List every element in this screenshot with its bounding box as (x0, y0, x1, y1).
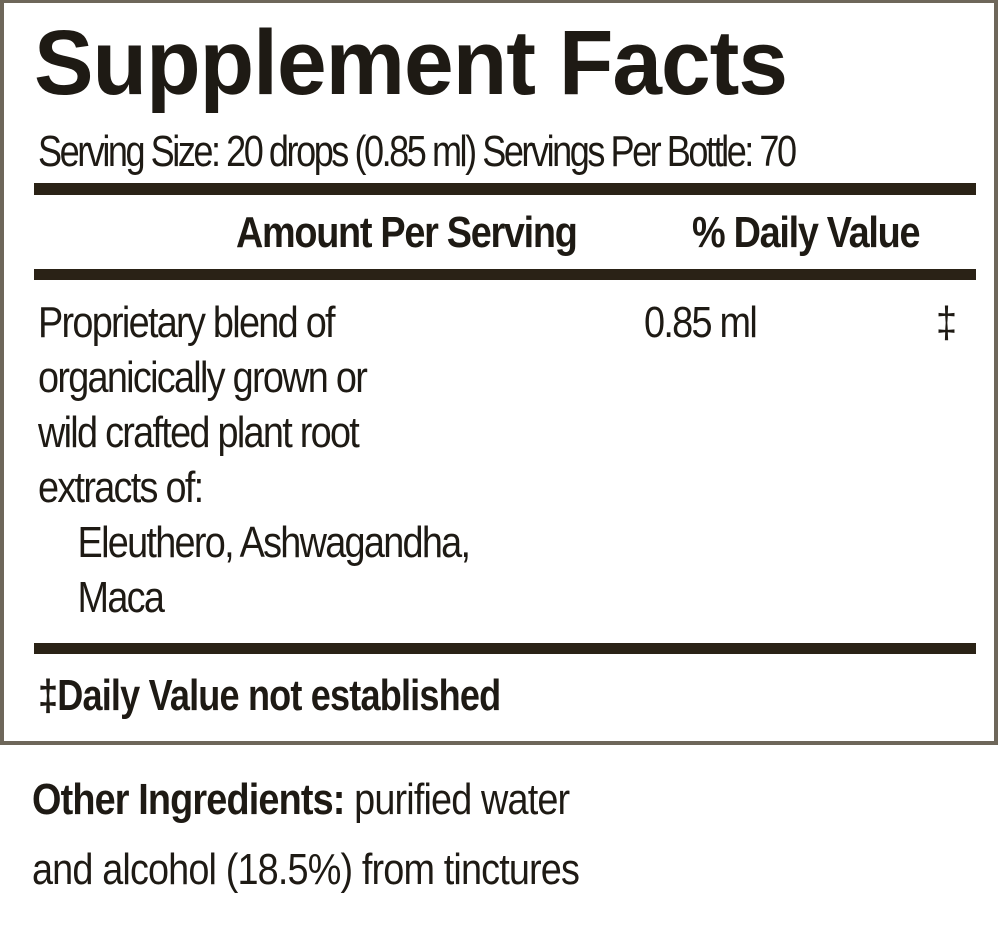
serving-info: Serving Size: 20 drops (0.85 ml) Serving… (38, 127, 797, 176)
other-ingredients-text: purified water (344, 775, 570, 824)
footnote: ‡Daily Value not established (38, 671, 501, 720)
divider-thick (34, 269, 976, 280)
ingredient-herbs: Eleuthero, Ashwagandha, (77, 518, 471, 567)
ingredient-description: Proprietary blend of organicically grown… (38, 295, 471, 625)
ingredient-line: wild crafted plant root (38, 408, 360, 457)
divider-thick (34, 643, 976, 654)
other-ingredients-label: Other Ingredients: (32, 775, 345, 824)
ingredient-line: Proprietary blend of (38, 298, 336, 347)
supplement-facts-panel: Supplement Facts Serving Size: 20 drops … (0, 0, 998, 745)
divider-thick (34, 183, 976, 195)
ingredient-daily-value: ‡ (936, 298, 957, 347)
other-ingredients-line-2: and alcohol (18.5%) from tinctures (32, 845, 580, 894)
ingredient-herbs: Maca (77, 573, 165, 622)
ingredient-amount: 0.85 ml (644, 298, 758, 347)
panel-title: Supplement Facts (34, 12, 788, 114)
amount-per-serving-header: Amount Per Serving (236, 208, 578, 257)
ingredient-line: organicically grown or (38, 353, 368, 402)
daily-value-header: % Daily Value (692, 208, 921, 257)
ingredient-line: extracts of: (38, 463, 204, 512)
other-ingredients-line-1: Other Ingredients: purified water (32, 775, 570, 825)
